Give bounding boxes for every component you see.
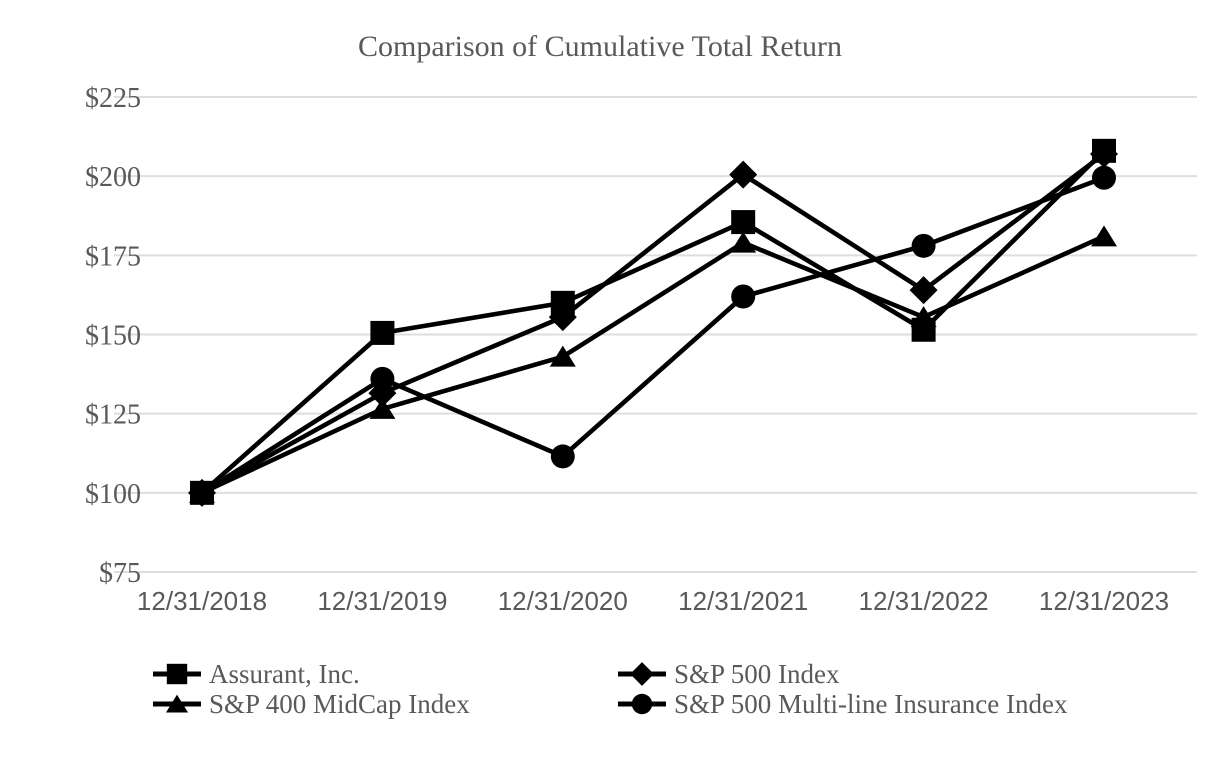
series-line-s-p-400-midcap-index — [201, 234, 1105, 495]
x-axis-label: 12/31/2021 — [678, 586, 808, 616]
triangle-marker-icon — [153, 694, 201, 713]
square-marker-icon — [190, 480, 214, 505]
legend-label: Assurant, Inc. — [209, 659, 360, 689]
x-axis-label: 12/31/2019 — [317, 586, 447, 616]
diamond-marker-icon — [909, 276, 938, 305]
square-marker-icon — [153, 663, 201, 685]
circle-marker-icon — [550, 444, 575, 469]
legend-item-sp500: S&P 500 Index — [618, 660, 840, 688]
x-axis-labels-group: 12/31/2018 12/31/2019 12/31/2020 12/31/2021… — [137, 586, 1169, 616]
circle-marker-icon — [731, 284, 756, 309]
x-axis-label: 12/31/2020 — [498, 586, 628, 616]
square-marker-icon — [550, 290, 575, 315]
series-s-p-400-midcap-index — [189, 225, 1117, 503]
x-axis-label: 12/31/2018 — [137, 586, 267, 616]
square-marker-icon — [166, 663, 188, 685]
x-axis-label: 12/31/2022 — [859, 586, 989, 616]
legend-label: S&P 500 Multi-line Insurance Index — [674, 689, 1068, 719]
circle-marker-icon — [911, 233, 936, 258]
series-line-s-p-500-multi-line-insurance-index — [200, 175, 1105, 495]
circle-marker-icon — [618, 693, 666, 715]
circle-marker-icon — [631, 693, 653, 715]
series-assurant-inc — [190, 138, 1116, 505]
circle-marker-icon — [1092, 165, 1116, 190]
triangle-marker-icon — [549, 345, 576, 367]
diamond-marker-icon — [729, 160, 758, 189]
gridlines-group — [114, 96, 1197, 573]
square-marker-icon — [731, 210, 756, 235]
y-axis-label: $200 — [85, 162, 141, 193]
series-line-s-p-500-index — [200, 152, 1106, 495]
y-axis-label: $75 — [99, 558, 141, 589]
triangle-marker-icon — [730, 231, 757, 253]
triangle-marker-icon — [165, 694, 189, 713]
legend-item-sp500-multiline: S&P 500 Multi-line Insurance Index — [618, 690, 1067, 718]
series-group — [188, 138, 1118, 507]
y-axis-label: $125 — [85, 400, 141, 431]
legend-item-assurant: Assurant, Inc. — [153, 660, 360, 688]
diamond-marker-icon — [618, 662, 666, 686]
y-axis-label: $100 — [85, 479, 141, 510]
circle-marker-icon — [370, 366, 395, 391]
square-marker-icon — [911, 317, 936, 342]
y-axis-label: $175 — [85, 241, 141, 272]
x-axis-label: 12/31/2023 — [1039, 586, 1169, 616]
y-axis-label: $150 — [85, 321, 141, 352]
legend-label: S&P 400 MidCap Index — [209, 689, 470, 719]
square-marker-icon — [370, 320, 395, 345]
y-axis-label: $225 — [85, 83, 141, 114]
series-s-p-500-index — [188, 140, 1118, 507]
chart-title: Comparison of Cumulative Total Return — [358, 30, 842, 63]
square-marker-icon — [1092, 138, 1116, 163]
triangle-marker-icon — [1091, 225, 1117, 247]
y-axis-labels-group: $75 $100 $125 $150 $175 $200 $225 — [85, 83, 141, 589]
series-line-assurant-inc — [200, 149, 1106, 495]
legend-item-sp400-midcap: S&P 400 MidCap Index — [153, 690, 470, 718]
triangle-marker-icon — [369, 397, 396, 419]
diamond-marker-icon — [630, 662, 654, 686]
legend-label: S&P 500 Index — [674, 659, 840, 689]
